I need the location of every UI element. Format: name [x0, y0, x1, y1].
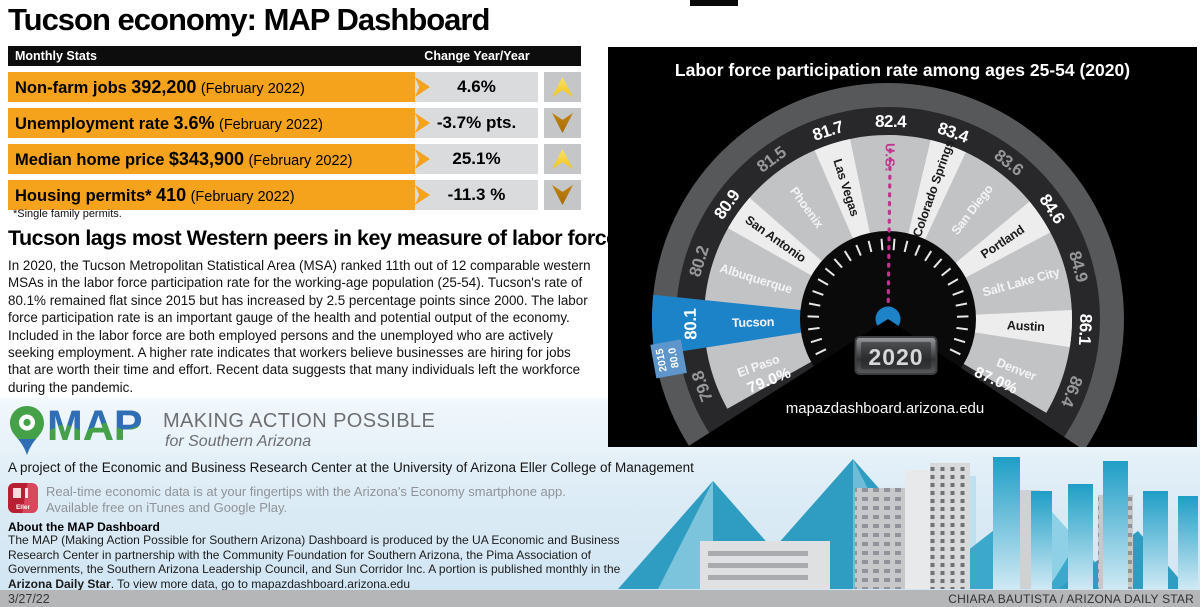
svg-text:80.0: 80.0	[666, 347, 681, 369]
trend-arrow-icon	[552, 184, 573, 206]
about-body: The MAP (Making Action Possible for Sout…	[8, 533, 638, 591]
logo-tagline: MAKING ACTION POSSIBLE	[163, 410, 436, 432]
stat-period: (February 2022)	[200, 81, 305, 97]
project-line: A project of the Economic and Business R…	[8, 460, 694, 475]
svg-text:80.1: 80.1	[681, 308, 701, 340]
gauge-panel: El Paso Tucson Albuquerque San Antonio Phoen…	[608, 47, 1197, 447]
map-logo-text: MAP	[47, 402, 143, 450]
stat-bar: Median home price $343,900 (February 202…	[8, 144, 416, 174]
trend-arrow-box	[544, 108, 581, 138]
trend-arrow-icon	[552, 148, 573, 170]
article-headline: Tucson lags most Western peers in key me…	[8, 226, 618, 250]
stat-label: Non-farm jobs	[15, 79, 127, 97]
fold-mark	[690, 0, 738, 6]
map-logo: MAP MAP	[47, 402, 167, 454]
publication-date: 3/27/22	[8, 592, 50, 606]
stat-period: (February 2022)	[218, 117, 323, 133]
change-value: -3.7% pts.	[415, 108, 538, 138]
about-text-bold: Arizona Daily Star	[8, 576, 111, 591]
stat-bar: Unemployment rate 3.6% (February 2022)	[8, 108, 416, 138]
change-value: -11.3 %	[415, 180, 538, 210]
stat-label: Median home price	[15, 151, 165, 169]
svg-text:mapazdashboard.arizona.edu: mapazdashboard.arizona.edu	[786, 400, 984, 417]
svg-text:Tucson: Tucson	[732, 315, 775, 330]
bottom-strip	[0, 590, 1200, 607]
table-row: Median home price $343,900 (February 202…	[8, 144, 581, 174]
col-change: Change Year/Year	[424, 49, 530, 63]
col-monthly-stats: Monthly Stats	[15, 49, 97, 63]
stat-bar: Housing permits* 410 (February 2022)	[8, 180, 416, 210]
app-icon-glyph	[25, 488, 28, 498]
stat-label: Unemployment rate	[15, 115, 170, 133]
stat-value: 410	[156, 185, 187, 205]
trend-arrow-icon	[552, 76, 573, 98]
app-icon-glyph	[13, 488, 21, 498]
stat-period: (February 2022)	[248, 153, 353, 169]
trend-arrow-box	[544, 180, 581, 210]
eller-app-icon: Eller	[8, 483, 38, 513]
article-body: In 2020, the Tucson Metropolitan Statist…	[8, 258, 591, 395]
trend-arrow-box	[544, 72, 581, 102]
stat-value: $343,900	[168, 149, 244, 169]
svg-text:U.S.: U.S.	[882, 143, 897, 173]
about-text: The MAP (Making Action Possible for Sout…	[8, 533, 621, 577]
svg-text:2020: 2020	[868, 344, 923, 370]
svg-text:86.1: 86.1	[1075, 313, 1096, 345]
svg-text:Austin: Austin	[1007, 318, 1045, 334]
monthly-stats-table: Monthly Stats Change Year/Year Non-farm …	[8, 46, 581, 210]
table-header: Monthly Stats Change Year/Year	[8, 46, 581, 66]
trend-arrow-icon	[552, 112, 573, 134]
gauge-title: Labor force participation rate among age…	[674, 60, 1131, 80]
table-row: Unemployment rate 3.6% (February 2022) -…	[8, 108, 581, 138]
stat-label: Housing permits*	[15, 187, 152, 205]
table-row: Housing permits* 410 (February 2022) -11…	[8, 180, 581, 210]
map-pin-icon	[10, 406, 44, 455]
about-title: About the MAP Dashboard	[8, 520, 160, 534]
table-row: Non-farm jobs 392,200 (February 2022) 4.…	[8, 72, 581, 102]
stat-period: (February 2022)	[190, 189, 295, 205]
page-title: Tucson economy: MAP Dashboard	[8, 2, 490, 37]
change-value: 25.1%	[415, 144, 538, 174]
change-value: 4.6%	[415, 72, 538, 102]
stat-bar: Non-farm jobs 392,200 (February 2022)	[8, 72, 416, 102]
svg-text:2015: 2015	[654, 347, 670, 372]
skyline-illustration	[618, 457, 1198, 589]
stat-value: 3.6%	[173, 113, 215, 133]
app-icon-label: Eller	[15, 504, 31, 511]
about-text: . To view more data, go to mapazdashboar…	[110, 576, 410, 591]
artist-credit: CHIARA BAUTISTA / ARIZONA DAILY STAR	[948, 592, 1194, 606]
svg-text:82.4: 82.4	[875, 112, 907, 131]
trend-arrow-box	[544, 144, 581, 174]
logo-tagline-sub: for Southern Arizona	[165, 433, 312, 450]
app-promo-line1: Real-time economic data is at your finge…	[46, 484, 566, 499]
stat-value: 392,200	[131, 77, 197, 97]
table-footnote: *Single family permits.	[13, 208, 122, 220]
app-promo-line2: Available free on iTunes and Google Play…	[46, 500, 288, 515]
